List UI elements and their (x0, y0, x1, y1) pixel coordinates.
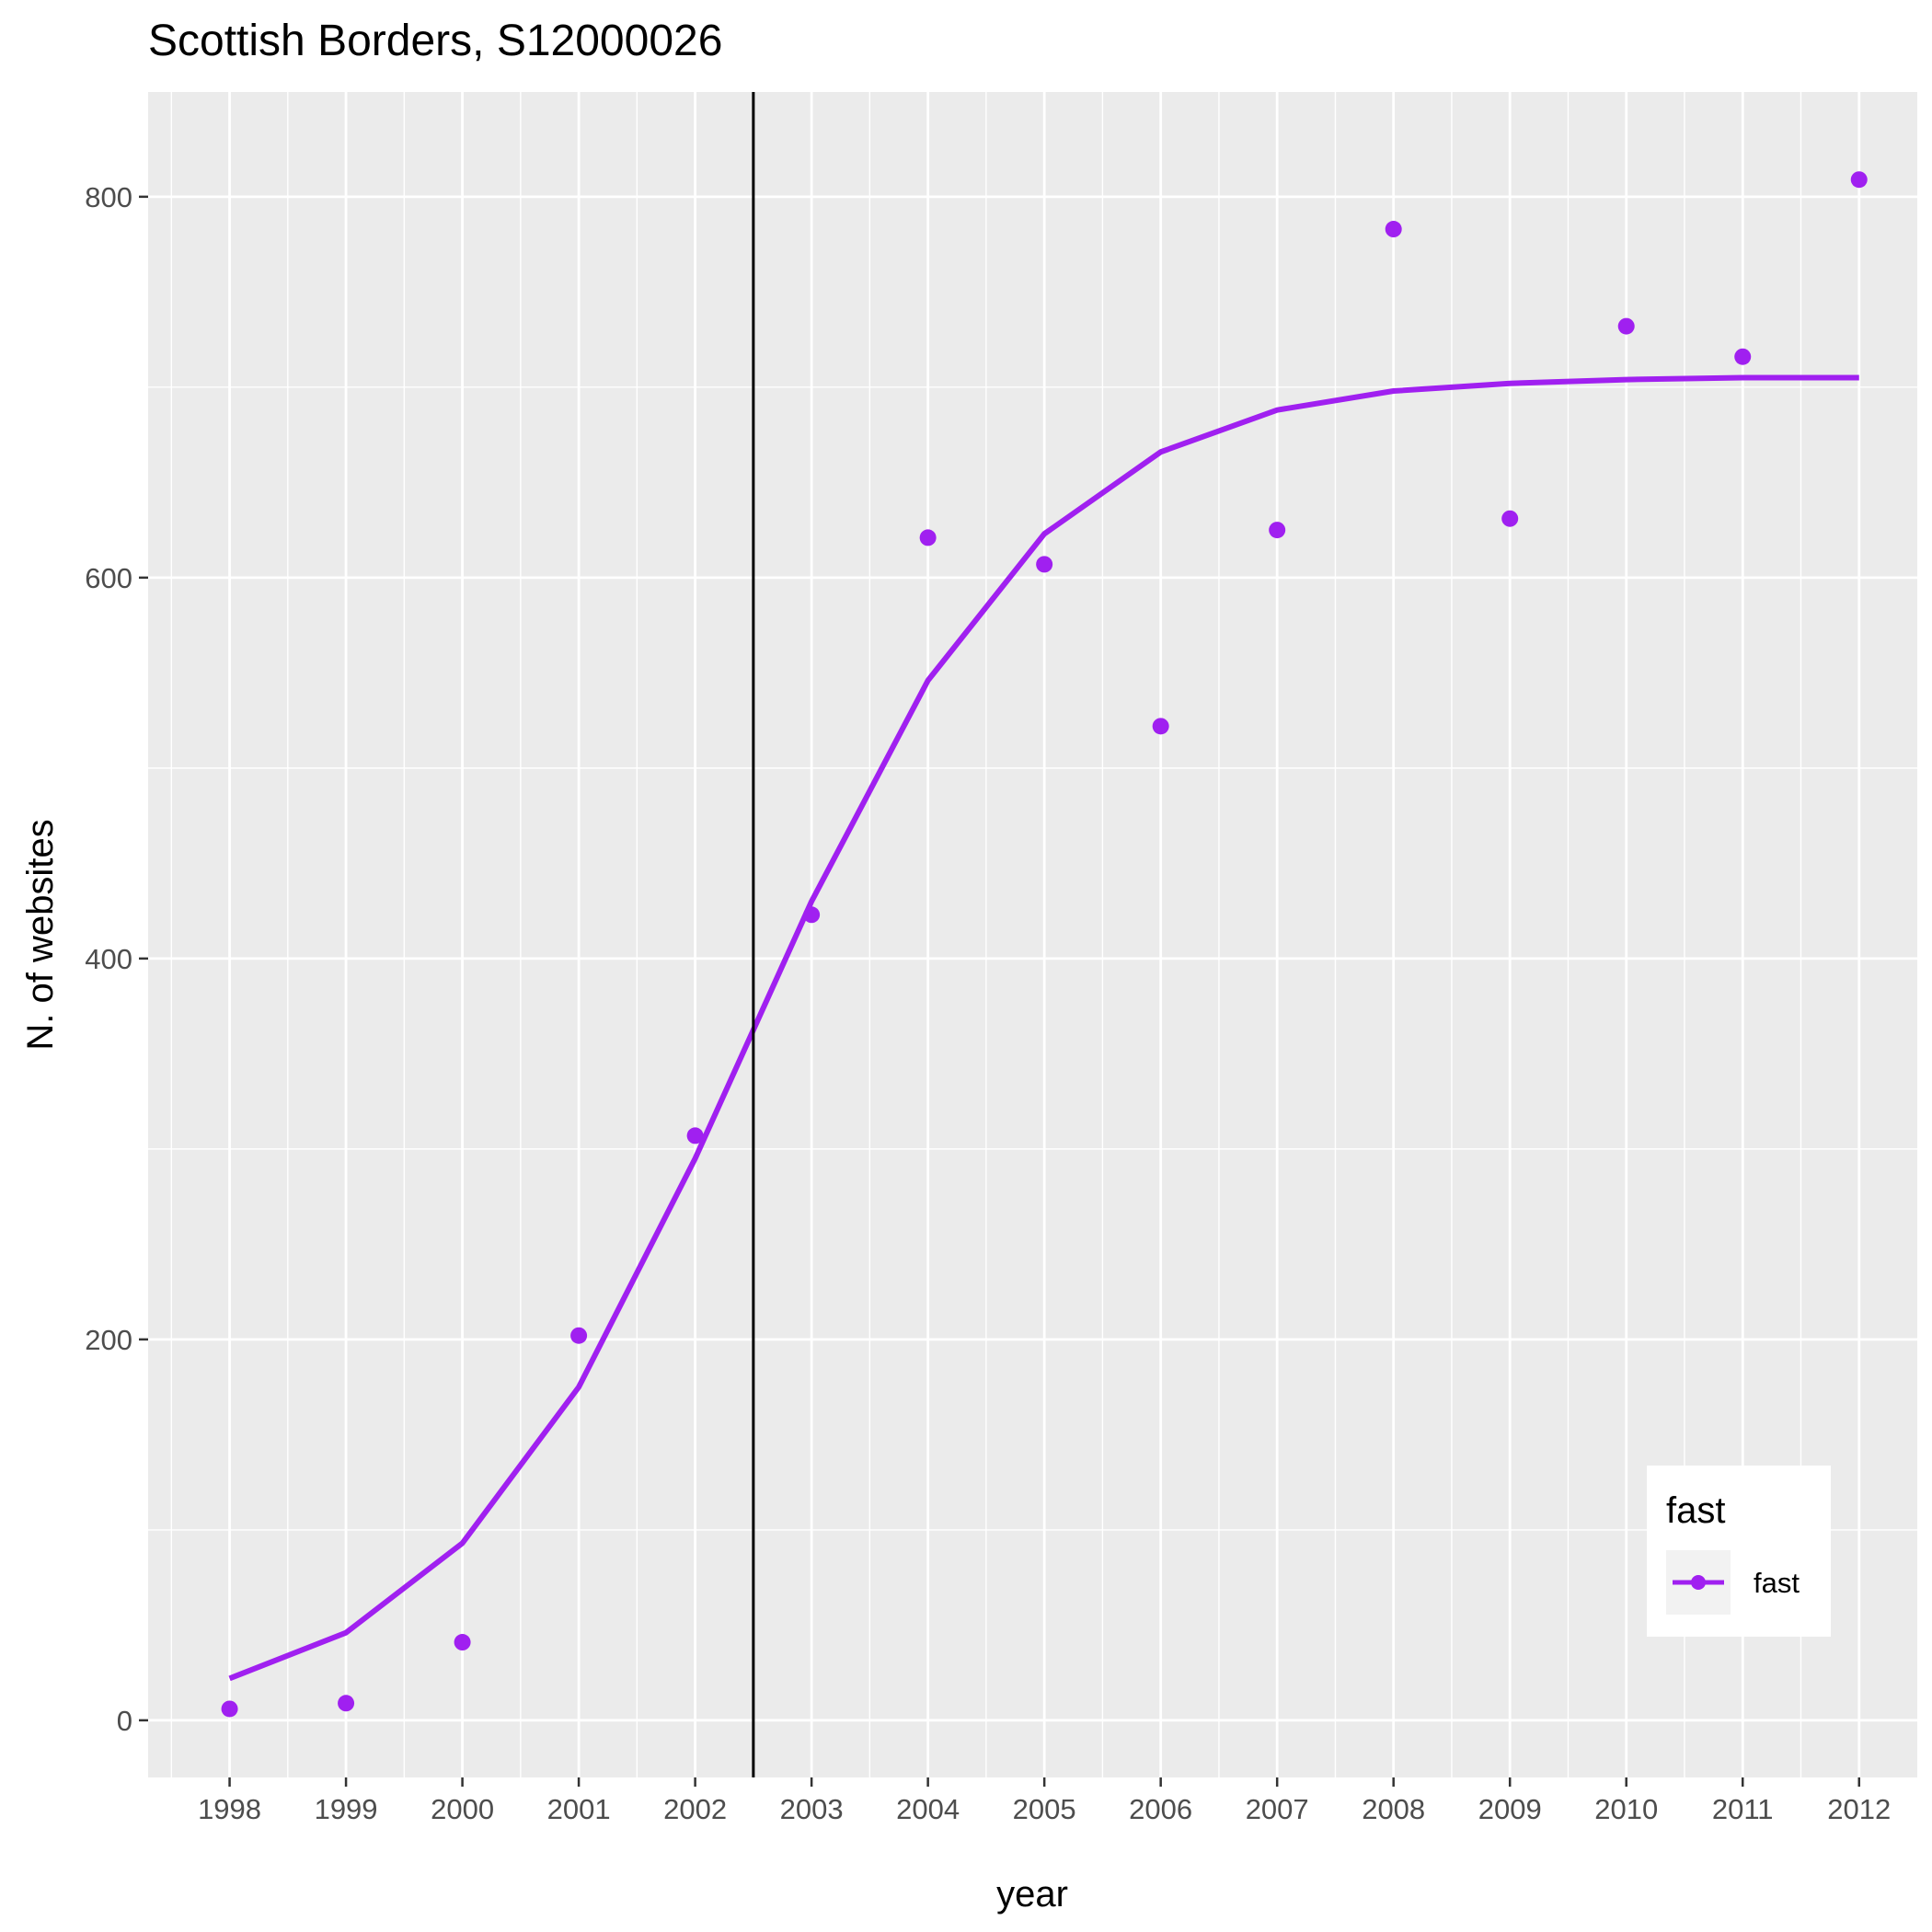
x-tick-label: 2000 (431, 1793, 494, 1825)
grid-minor (148, 92, 1917, 1777)
chart-title: Scottish Borders, S12000026 (148, 17, 722, 65)
series-points-layer (221, 171, 1868, 1718)
x-tick-label: 2012 (1827, 1793, 1891, 1825)
x-axis-title: year (996, 1874, 1068, 1915)
x-tick-label: 1999 (315, 1793, 378, 1825)
y-tick-label: 600 (85, 562, 132, 594)
x-tick-label: 1998 (198, 1793, 261, 1825)
data-point (454, 1634, 471, 1651)
y-tick-label: 800 (85, 181, 132, 213)
x-tick-label: 2007 (1246, 1793, 1309, 1825)
grid-major (148, 92, 1917, 1777)
y-axis: 0 200 400 600 800 (85, 181, 148, 1737)
series-line-layer (228, 374, 1859, 1682)
data-point (919, 529, 937, 546)
data-point (686, 1127, 704, 1144)
y-tick-label: 400 (85, 943, 132, 975)
x-tick-label: 2006 (1129, 1793, 1192, 1825)
data-point (570, 1327, 588, 1344)
data-point (1734, 348, 1752, 365)
x-tick-label: 2003 (780, 1793, 844, 1825)
y-axis-title: N. of websites (20, 819, 61, 1050)
data-point (1269, 522, 1286, 539)
data-point (1501, 510, 1519, 527)
x-tick-label: 2002 (663, 1793, 727, 1825)
legend: fast fast (1647, 1466, 1831, 1637)
legend-label: fast (1754, 1567, 1800, 1599)
data-point (1036, 556, 1053, 573)
y-tick-label: 200 (85, 1324, 132, 1356)
y-tick-label: 0 (117, 1705, 132, 1737)
data-point (1152, 718, 1169, 735)
x-tick-label: 2008 (1362, 1793, 1425, 1825)
x-tick-label: 2001 (547, 1793, 611, 1825)
legend-key-point (1691, 1575, 1706, 1590)
x-axis: 1998 1999 2000 2001 2002 2003 2004 2005 2006 2007… (198, 1777, 1891, 1825)
data-point (1850, 171, 1868, 189)
data-point (1385, 221, 1402, 238)
x-tick-label: 2004 (896, 1793, 960, 1825)
data-point (338, 1695, 355, 1712)
x-tick-label: 2011 (1712, 1793, 1774, 1825)
data-point (1617, 317, 1635, 335)
x-tick-label: 2010 (1594, 1793, 1658, 1825)
legend-title: fast (1666, 1490, 1725, 1531)
data-point (803, 906, 821, 924)
fitted-line (228, 374, 1859, 1682)
data-point (221, 1700, 238, 1718)
x-tick-label: 2009 (1478, 1793, 1542, 1825)
x-tick-label: 2005 (1013, 1793, 1076, 1825)
plot-panel (148, 92, 1917, 1777)
